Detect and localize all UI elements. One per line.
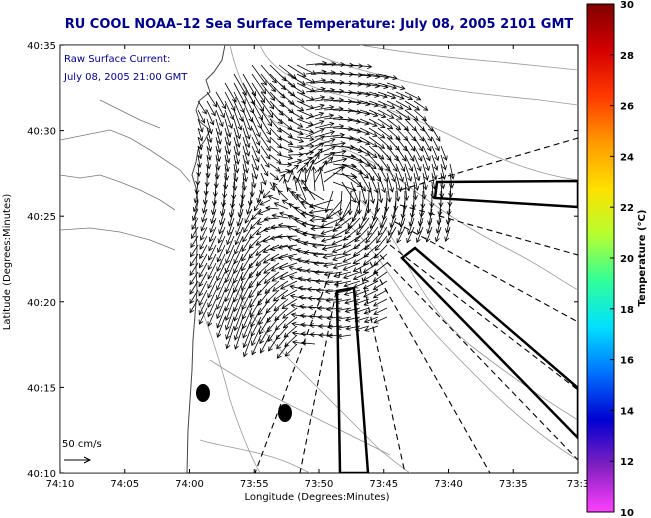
colorbar [586,3,615,513]
colorbar-tick-label: 24 [620,152,634,163]
colorbar-tick-label: 20 [620,254,634,265]
colorbar-tick-label: 28 [620,51,634,62]
map-title: RU COOL NOAA–12 Sea Surface Temperature:… [64,17,574,32]
y-axis-label: Latitude (Degrees:Minutes) [2,194,13,331]
x-tick-label: 74:00 [175,479,204,490]
coastline [60,45,226,473]
colorbar-tick-label: 14 [620,406,634,417]
x-tick-label: 73:40 [434,479,463,490]
x-tick-label: 74:05 [110,479,139,490]
y-tick-label: 40:35 [27,41,56,52]
current-legend-line1: Raw Surface Current: [64,54,170,65]
y-tick-label: 40:25 [27,212,56,223]
coastline-detail [60,99,191,251]
y-tick-label: 40:10 [27,469,56,480]
y-tick-label: 40:20 [27,298,56,309]
x-axis-ticks: 74:10 74:05 74:00 73:55 73:50 73:45 73:40 73:35… [46,45,589,490]
hf-radar-site-marker [196,384,210,402]
y-tick-label: 40:30 [27,127,56,138]
x-axis-label: Longitude (Degrees:Minutes) [244,492,389,503]
colorbar-tick-label: 12 [620,457,634,468]
colorbar-tick-label: 30 [620,0,634,11]
colorbar-tick-label: 10 [620,508,634,518]
surface-current-vectors [189,60,455,359]
hf-radar-site-marker [278,404,292,422]
colorbar-label: Temperature (°C) [637,210,648,307]
colorbar-tick-label: 22 [620,203,634,214]
x-tick-label: 74:10 [46,479,75,490]
x-tick-label: 73:45 [369,479,398,490]
scale-arrow [64,456,92,464]
current-legend-line2: July 08, 2005 21:00 GMT [63,72,188,83]
x-tick-label: 73:35 [499,479,528,490]
colorbar-tick-label: 26 [620,102,634,113]
colorbar-tick-label: 16 [620,356,634,367]
scale-label: 50 cm/s [62,439,102,450]
y-tick-label: 40:15 [27,383,56,394]
shipping-lanes-dashed [254,137,578,473]
x-tick-label: 73:3 [567,479,589,490]
shipping-lane-boxes [335,179,578,473]
x-tick-label: 73:55 [240,479,269,490]
y-axis-ticks: 40:35 40:30 40:25 40:20 40:15 40:10 [27,41,578,480]
colorbar-tick-label: 18 [620,305,634,316]
x-tick-label: 73:50 [305,479,334,490]
colorbar-ticks: 30 28 26 24 22 20 18 16 14 12 10 [610,0,634,518]
